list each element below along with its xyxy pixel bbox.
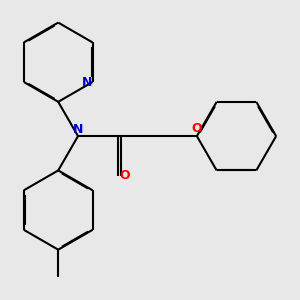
- Text: N: N: [81, 76, 92, 88]
- Text: N: N: [73, 122, 83, 136]
- Text: O: O: [192, 122, 202, 135]
- Text: O: O: [119, 169, 130, 182]
